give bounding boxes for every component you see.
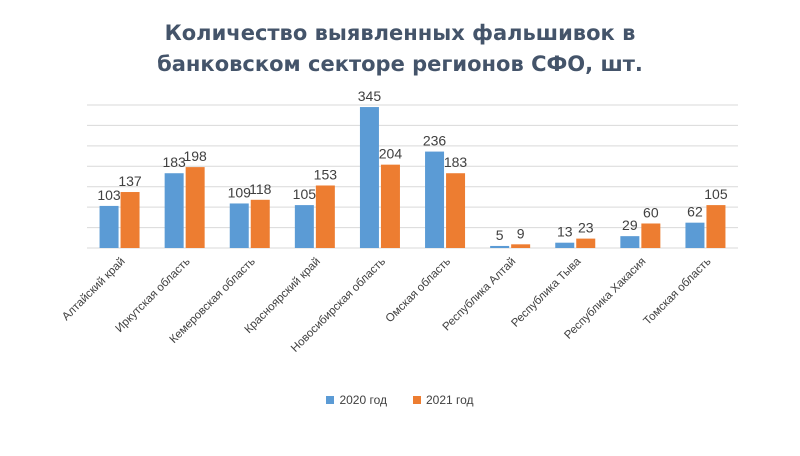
data-label: 105 (293, 186, 317, 202)
legend: 2020 год 2021 год (0, 393, 800, 407)
data-label: 236 (423, 133, 447, 149)
data-label: 13 (557, 224, 573, 240)
bar-2021 (250, 199, 270, 248)
x-tick-label: Омская область (384, 256, 454, 326)
bar-2021 (185, 167, 205, 248)
x-tick-label: Республика Тыва (509, 255, 583, 329)
data-label: 198 (183, 148, 207, 164)
gridlines (87, 104, 738, 249)
bar-2020 (294, 205, 314, 248)
data-label: 103 (97, 187, 121, 203)
legend-item-2020: 2020 год (326, 393, 387, 407)
data-label: 118 (249, 181, 272, 197)
bar-2020 (164, 173, 184, 248)
x-tick-label: Томская область (642, 256, 714, 328)
x-tick-label: Алтайский край (60, 256, 127, 323)
bar-2021 (576, 238, 596, 248)
data-label: 204 (379, 146, 403, 162)
legend-label-2021: 2021 год (426, 393, 474, 407)
x-tick-label: Республика Алтай (441, 256, 519, 334)
bar-2021 (380, 164, 400, 248)
data-label: 105 (704, 186, 728, 202)
bar-2021 (315, 185, 335, 248)
bar-2020 (425, 151, 445, 248)
chart-title-line-2: банковском секторе регионов СФО, шт. (157, 52, 643, 76)
legend-swatch-2020 (326, 396, 335, 404)
bar-2021 (706, 205, 726, 248)
bar-2020 (685, 222, 705, 248)
data-label: 29 (622, 217, 638, 233)
data-label: 153 (314, 166, 338, 182)
bar-2021 (446, 173, 466, 248)
legend-label-2020: 2020 год (339, 393, 387, 407)
bars (99, 107, 726, 249)
data-label: 5 (496, 227, 504, 243)
bar-2021 (641, 223, 661, 248)
data-label: 23 (578, 220, 594, 236)
bar-2020 (620, 236, 640, 248)
data-label: 183 (162, 154, 186, 170)
data-label: 137 (118, 173, 142, 189)
bar-2020 (359, 107, 379, 249)
bar-2020 (490, 245, 510, 248)
bar-2021 (511, 244, 531, 248)
bar-2020 (555, 242, 575, 248)
bar-2021 (120, 192, 140, 248)
chart-title: Количество выявленных фальшивок в банков… (0, 18, 800, 80)
data-label: 60 (643, 204, 659, 220)
data-label: 345 (358, 88, 382, 104)
data-label: 9 (517, 225, 525, 241)
bar-2020 (99, 205, 119, 248)
data-label: 183 (444, 154, 468, 170)
legend-swatch-2021 (413, 396, 421, 404)
chart-title-line-1: Количество выявленных фальшивок в (164, 21, 636, 45)
bar-2020 (229, 203, 249, 248)
data-label: 62 (687, 204, 703, 220)
legend-item-2021: 2021 год (413, 393, 474, 407)
data-label: 109 (228, 184, 252, 200)
